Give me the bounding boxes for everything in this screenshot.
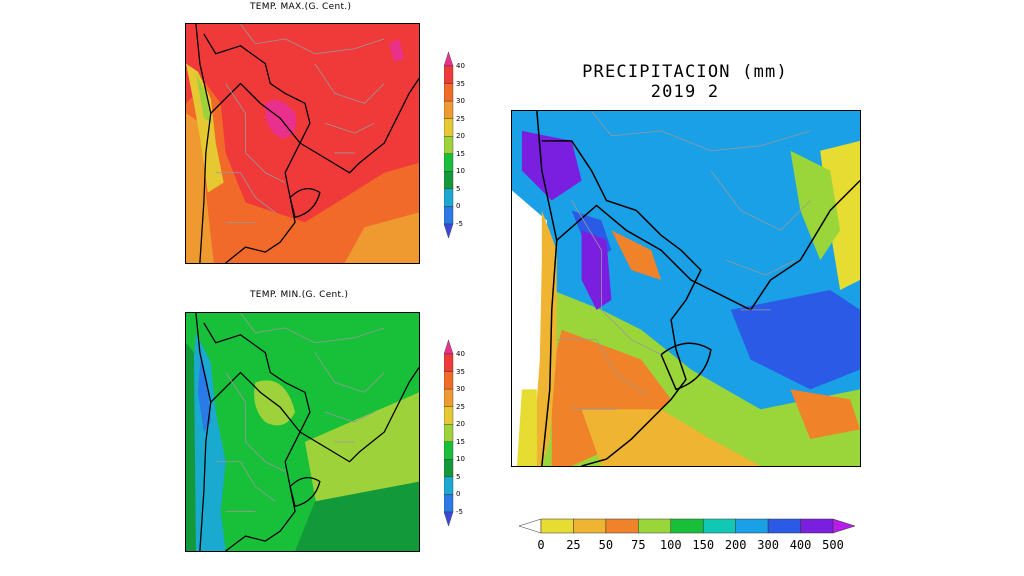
precip-colorbar-swatch (573, 518, 607, 534)
tmax-colorbar-tick: 5 (456, 184, 461, 193)
tmax-colorbar-tick: 15 (456, 149, 465, 158)
tmin-colorbar-tick: 10 (456, 455, 465, 464)
tmin-colorbar-tick: 5 (456, 472, 461, 481)
tmin-colorbar-swatch (444, 511, 454, 526)
tmin-colorbar-swatch (444, 494, 454, 513)
tmax-colorbar-svg (444, 52, 454, 238)
precip-map (511, 110, 861, 467)
tmin-colorbar-swatch (444, 406, 454, 425)
tmax-colorbar-swatch (444, 171, 454, 190)
tmax-colorbar-swatch (444, 206, 454, 225)
tmin-colorbar-swatch (444, 441, 454, 460)
precip-colorbar-swatch (638, 518, 672, 534)
precip-colorbar-swatch (605, 518, 639, 534)
tmax-colorbar-swatch (444, 153, 454, 172)
precip-colorbar-swatch (800, 518, 834, 534)
tmin-colorbar-swatch (444, 340, 454, 355)
tmax-colorbar-swatch (444, 52, 454, 67)
tmax-colorbar-tick: 0 (456, 202, 461, 211)
tmin-colorbar-tick: 25 (456, 402, 465, 411)
tmax-colorbar-tick: 40 (456, 62, 465, 70)
tmax-colorbar-swatch (444, 223, 454, 238)
precip-colorbar-tick: 200 (724, 538, 747, 552)
precip-colorbar-tick: 400 (789, 538, 812, 552)
precip-colorbar-swatch (735, 518, 769, 534)
tmax-colorbar-tick: 20 (456, 132, 465, 141)
tmax-colorbar-swatch (444, 188, 454, 207)
tmax-colorbar-swatch (444, 83, 454, 102)
tmax-colorbar-tick: 30 (456, 97, 465, 106)
tmax-colorbar-swatch (444, 118, 454, 137)
precip-title: PRECIPITACION (mm) 2019 2 (560, 62, 810, 102)
precip-colorbar-tick: 75 (631, 538, 646, 552)
tmin-colorbar-tick: 35 (456, 367, 465, 376)
tmax-colorbar-swatch (444, 136, 454, 154)
tmin-colorbar-swatch (444, 476, 454, 495)
tmax-colorbar-tick: 25 (456, 114, 465, 123)
tmax-colorbar-tick: -5 (456, 220, 463, 228)
tmin-colorbar-swatch (444, 371, 454, 390)
tmin-colorbar-tick: 0 (456, 490, 461, 499)
tmin-colorbar-swatch (444, 388, 454, 407)
tmin-colorbar-tick: 15 (456, 437, 465, 446)
precip-title-line2: 2019 2 (650, 82, 720, 102)
precip-colorbar-tick: 100 (659, 538, 682, 552)
tmin-colorbar-tick: 40 (456, 350, 465, 358)
tmax-colorbar-tick: 10 (456, 167, 465, 176)
precip-colorbar-tick: 150 (692, 538, 715, 552)
tmin-colorbar-swatch (444, 459, 454, 478)
precip-colorbar-swatch (702, 518, 736, 534)
precip-colorbar-swatch (518, 518, 542, 534)
precip-title-line1: PRECIPITACION (mm) (582, 62, 788, 82)
tmax-title: TEMP. MAX.(G. Cent.) (250, 2, 352, 12)
tmin-colorbar-tick: 30 (456, 385, 465, 394)
precip-colorbar-swatch (670, 518, 704, 534)
tmin-title: TEMP. MIN.(G. Cent.) (250, 290, 349, 300)
tmax-colorbar-swatch (444, 65, 454, 84)
tmin-map (185, 312, 420, 552)
precip-colorbar-svg (518, 518, 856, 534)
precip-colorbar-tick: 300 (757, 538, 779, 552)
tmin-colorbar-tick: 20 (456, 420, 465, 429)
tmin-colorbar-svg (444, 340, 454, 526)
precip-colorbar-tick: 25 (566, 538, 581, 552)
tmax-colorbar: 40 35 30 25 20 15 10 5 0 -5 (444, 52, 484, 238)
precip-colorbar (518, 518, 856, 534)
precip-colorbar-swatch (832, 518, 856, 534)
tmax-colorbar-swatch (444, 100, 454, 119)
tmax-map (185, 23, 420, 264)
tmax-colorbar-tick: 35 (456, 79, 465, 88)
tmin-colorbar-swatch (444, 424, 454, 442)
precip-colorbar-tick: 50 (598, 538, 614, 552)
tmin-colorbar: 40 35 30 25 20 15 10 5 0 -5 (444, 340, 484, 526)
precip-colorbar-tick: 0 (537, 538, 545, 552)
precip-colorbar-swatch (540, 518, 574, 534)
precip-colorbar-tick: 500 (822, 538, 844, 552)
tmin-colorbar-tick: -5 (456, 508, 463, 516)
precip-colorbar-swatch (767, 518, 801, 534)
tmin-colorbar-swatch (444, 353, 454, 372)
